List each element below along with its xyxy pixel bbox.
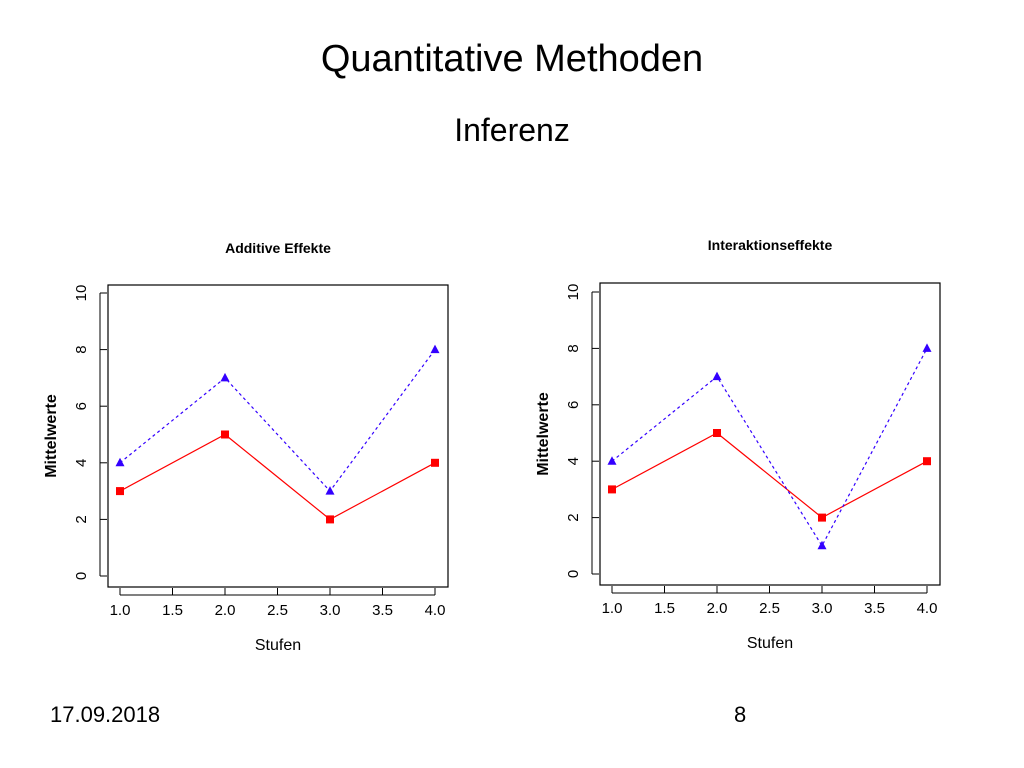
series-marker-triangle xyxy=(220,372,230,382)
y-tick-label: 0 xyxy=(565,570,582,578)
x-tick-label: 3.0 xyxy=(320,602,341,619)
y-tick-label: 8 xyxy=(73,345,90,353)
series-marker-square xyxy=(116,487,124,496)
chart-title: Interaktionseffekte xyxy=(708,237,833,253)
footer-date: 17.09.2018 xyxy=(50,702,161,727)
x-tick-label: 4.0 xyxy=(917,600,938,617)
y-tick-label: 4 xyxy=(565,457,582,465)
interaction-effects-chart: Interaktionseffekte 1.0 1.5 2.0 2.5 3.0 3.5 4.0… xyxy=(535,237,941,652)
plot-frame xyxy=(107,284,449,588)
y-tick-label: 8 xyxy=(565,344,582,352)
x-tick-label: 4.0 xyxy=(425,602,446,619)
x-tick-label: 2.0 xyxy=(707,600,728,617)
x-tick-label: 2.0 xyxy=(215,602,236,619)
additive-effects-chart: Additive Effekte 1.0 1.5 2.0 2.5 3.0 3.5 4.0 0 2 4… xyxy=(43,240,449,654)
y-axis-label: Mittelwerte xyxy=(535,392,552,476)
y-tick-label: 4 xyxy=(73,459,90,467)
x-tick-label: 3.5 xyxy=(372,602,393,619)
x-tick-label: 3.5 xyxy=(864,600,885,617)
series-marker-triangle xyxy=(607,456,617,465)
series-marker-square xyxy=(923,457,931,466)
y-tick-label: 6 xyxy=(565,401,582,409)
series-marker-triangle xyxy=(817,540,827,550)
series-line-1 xyxy=(611,432,928,519)
x-tick-label: 2.5 xyxy=(759,600,780,617)
series-marker-square xyxy=(713,429,721,437)
x-tick-label: 1.0 xyxy=(110,602,131,619)
series-line-2 xyxy=(611,348,928,548)
x-tick-label: 2.5 xyxy=(267,602,288,619)
x-axis-label: Stufen xyxy=(747,635,793,652)
slide-title: Quantitative Methoden xyxy=(320,38,704,80)
y-tick-label: 6 xyxy=(73,402,90,410)
y-tick-label: 2 xyxy=(565,513,582,521)
series-line-1 xyxy=(119,433,436,521)
chart-title: Additive Effekte xyxy=(225,240,331,256)
series-marker-triangle xyxy=(922,343,932,352)
x-tick-label: 3.0 xyxy=(812,600,833,617)
page-number: 8 xyxy=(734,702,747,727)
series-marker-square xyxy=(326,515,334,524)
x-axis-label: Stufen xyxy=(255,637,301,654)
series-marker-square xyxy=(431,458,439,467)
x-tick-label: 1.5 xyxy=(654,600,675,617)
series-marker-square xyxy=(818,513,826,522)
y-axis-label: Mittelwerte xyxy=(43,394,60,478)
x-tick-label: 1.0 xyxy=(602,600,623,617)
series-line-2 xyxy=(119,349,436,493)
y-tick-label: 0 xyxy=(73,572,90,580)
y-tick-label: 10 xyxy=(565,284,582,301)
series-marker-square xyxy=(221,430,229,439)
x-tick-label: 1.5 xyxy=(162,602,183,619)
series-marker-triangle xyxy=(325,486,335,495)
series-marker-triangle xyxy=(430,344,440,354)
y-tick-label: 2 xyxy=(73,515,90,523)
slide-subtitle: Inferenz xyxy=(454,112,570,148)
series-marker-triangle xyxy=(115,457,125,467)
series-marker-square xyxy=(608,485,616,494)
series-marker-triangle xyxy=(712,371,722,381)
y-tick-label: 10 xyxy=(73,285,90,302)
plot-frame xyxy=(599,282,941,586)
